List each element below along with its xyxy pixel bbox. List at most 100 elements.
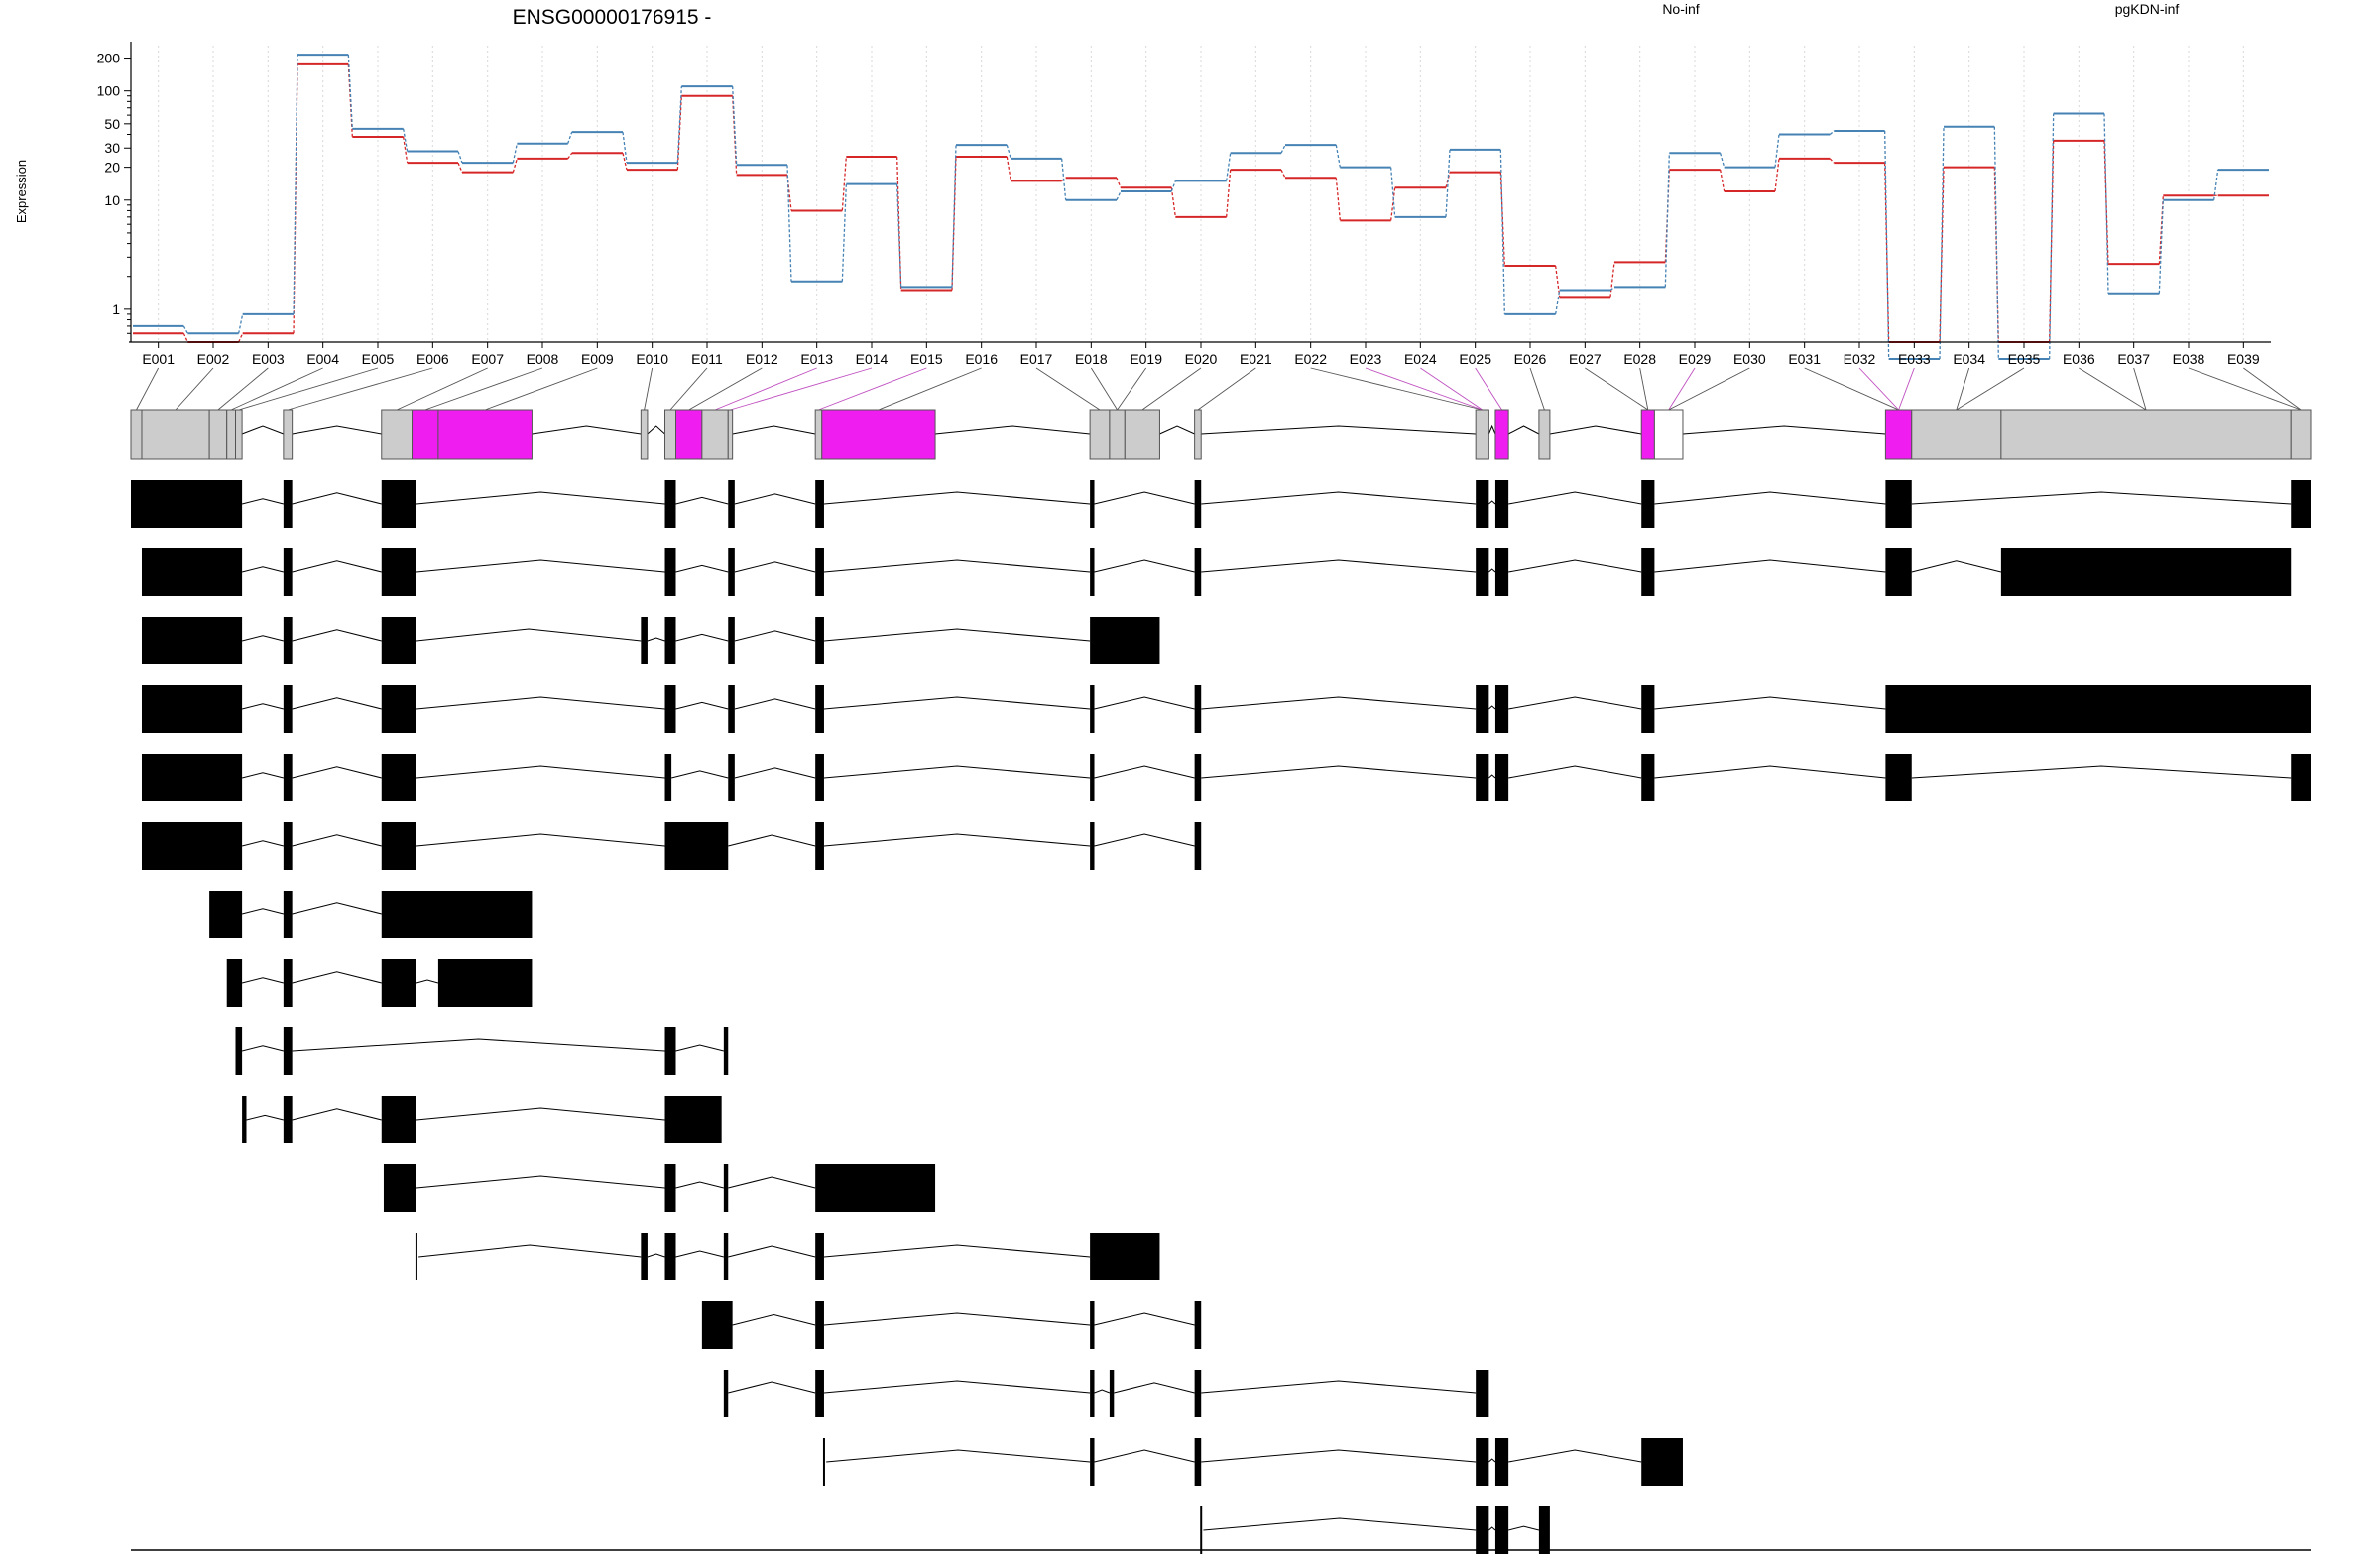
transcript-intron <box>1488 1458 1496 1463</box>
connector <box>841 156 847 211</box>
transcript-exon <box>664 1027 676 1075</box>
transcript <box>242 1096 722 1143</box>
transcript-intron <box>675 1181 724 1189</box>
exon-connectors <box>136 367 2302 411</box>
exon-connector <box>1035 367 1101 411</box>
x-tick-label: E015 <box>910 351 943 367</box>
transcript-exon <box>1885 685 2311 733</box>
intron <box>1682 425 1886 435</box>
transcript-intron <box>241 498 284 505</box>
transcript-exon <box>641 1233 648 1280</box>
exon-connector <box>424 367 543 411</box>
transcript-intron <box>826 1449 1091 1463</box>
connector <box>347 55 353 129</box>
connector <box>1170 180 1176 192</box>
transcript-exon <box>641 617 648 664</box>
transcript-exon <box>664 822 729 870</box>
connector <box>2213 170 2219 200</box>
transcript-intron <box>734 767 816 778</box>
connector <box>1280 144 1286 154</box>
exon-connector <box>1956 367 2025 411</box>
connector <box>1829 130 1835 135</box>
transcript <box>141 754 2311 801</box>
transcript-intron <box>734 493 816 505</box>
intron <box>241 425 285 435</box>
transcript-intron <box>1094 491 1195 505</box>
connector <box>2158 199 2164 294</box>
transcript-intron <box>416 628 642 642</box>
connector <box>238 333 244 343</box>
transcript-intron <box>241 635 284 642</box>
x-tick-label: E025 <box>1459 351 1491 367</box>
transcript-exon <box>1494 1506 1509 1554</box>
transcript-exon <box>728 685 735 733</box>
connector <box>896 183 902 288</box>
connector <box>2049 113 2055 360</box>
transcript-exon <box>1476 480 1489 528</box>
exon-connector <box>1310 367 1483 411</box>
exon-connector <box>396 367 488 411</box>
x-tick-label: E007 <box>471 351 504 367</box>
transcript-intron <box>728 1381 816 1394</box>
transcript-intron <box>292 902 382 915</box>
connector <box>182 325 188 334</box>
connector <box>1720 153 1726 168</box>
exon-bin <box>141 409 210 460</box>
transcript-exon <box>1641 1438 1683 1486</box>
y-tick-label: 1 <box>112 301 120 317</box>
connector <box>1006 156 1012 181</box>
connector <box>1993 126 1999 360</box>
transcript-intron <box>416 559 665 573</box>
transcript-intron <box>416 696 665 710</box>
x-tick-label: E024 <box>1404 351 1437 367</box>
transcript-intron <box>1911 765 2292 778</box>
y-tick-label: 30 <box>104 140 120 156</box>
exon-connector <box>2188 367 2302 411</box>
x-tick-label: E014 <box>856 351 889 367</box>
exon-bin <box>2290 409 2312 460</box>
transcript-exon <box>1885 548 1912 596</box>
transcript-exon <box>815 480 824 528</box>
transcript-exon <box>1194 822 1202 870</box>
transcript-exon <box>1476 548 1489 596</box>
transcript-exon <box>1494 1438 1509 1486</box>
transcript-intron <box>1508 1449 1642 1463</box>
transcript-intron <box>246 1114 284 1121</box>
exon-bin <box>1124 409 1160 460</box>
y-tick-label: 50 <box>104 116 120 132</box>
transcript-exon <box>1090 1301 1095 1349</box>
y-tick-label: 10 <box>104 192 120 208</box>
x-tick-label: E012 <box>746 351 778 367</box>
connector <box>1774 134 1780 168</box>
x-tick-label: E029 <box>1679 351 1712 367</box>
intron <box>647 425 665 435</box>
y-axis: 1 10 20 30 50 100 200 <box>97 42 132 342</box>
transcript-exon <box>1090 1233 1160 1280</box>
x-tick-label: E013 <box>800 351 833 367</box>
transcript-intron <box>1094 1449 1195 1463</box>
transcript-exon <box>1641 754 1655 801</box>
connector <box>1280 169 1286 179</box>
transcript-exon <box>723 1233 729 1280</box>
exon-connector <box>688 367 763 411</box>
transcript-intron <box>823 696 1091 710</box>
exon-connector <box>1639 367 1649 411</box>
transcript-exon <box>141 822 243 870</box>
transcript-exon <box>1090 548 1095 596</box>
connector <box>2103 140 2109 265</box>
intron <box>1159 425 1195 435</box>
connector <box>1555 265 1561 298</box>
transcript-exon <box>664 1096 722 1143</box>
transcript-exon <box>728 754 735 801</box>
connector <box>1061 158 1067 200</box>
exon-bin <box>640 409 649 460</box>
gene-model <box>130 409 2312 460</box>
connector <box>1555 290 1561 315</box>
transcript-intron <box>675 1044 724 1052</box>
transcript-intron <box>1201 491 1477 505</box>
transcript-intron <box>1201 1449 1477 1463</box>
exon-connector <box>669 367 708 411</box>
transcript-intron <box>1114 1382 1195 1394</box>
x-tick-label: E019 <box>1130 351 1162 367</box>
coordinate-tick-label: 132741686 <box>1067 1554 1131 1557</box>
